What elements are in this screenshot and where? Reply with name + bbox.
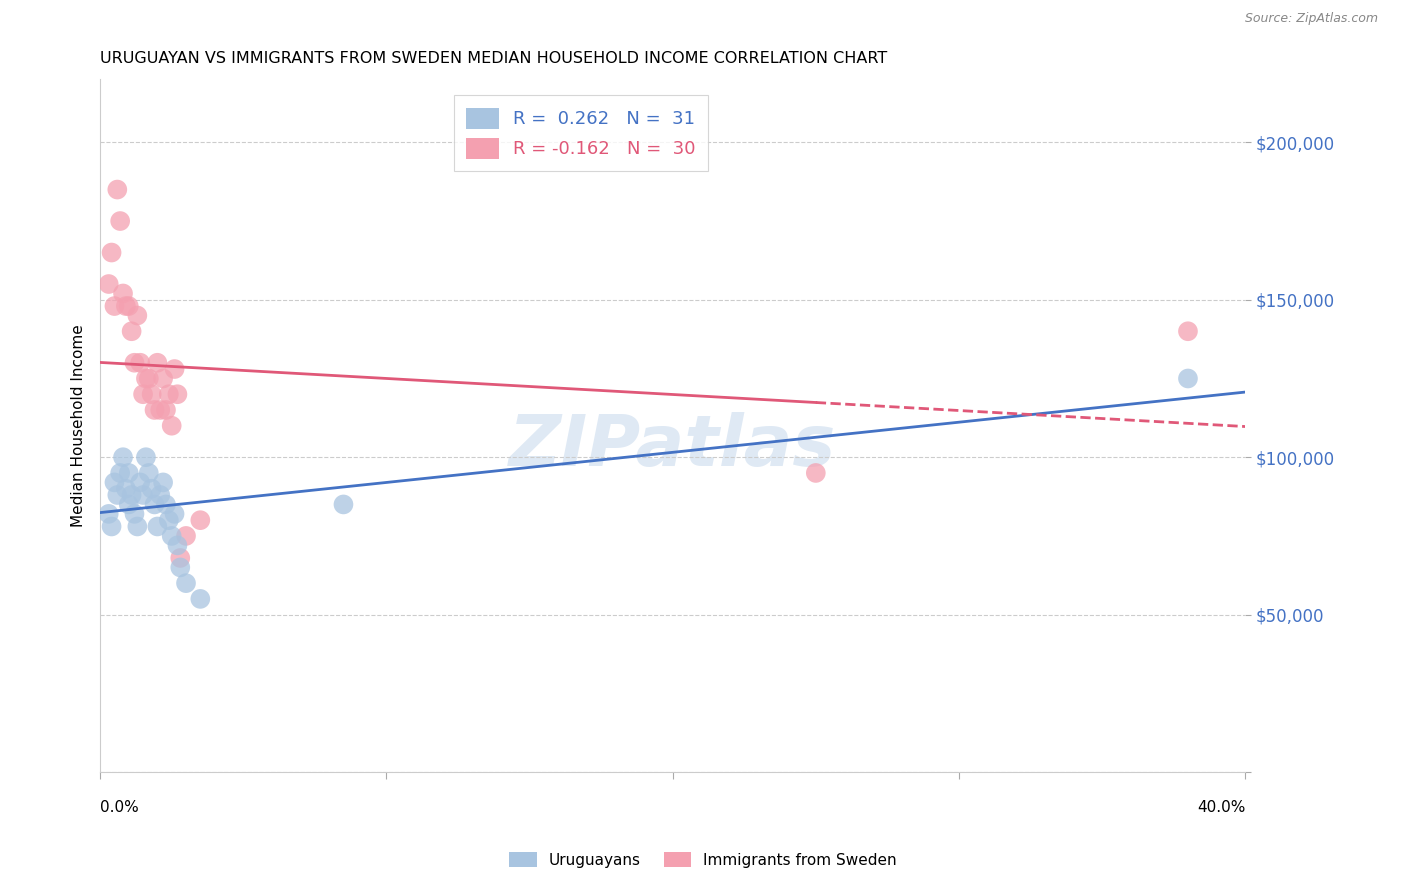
Point <box>157 513 180 527</box>
Point <box>108 466 131 480</box>
Point <box>112 450 135 465</box>
Point <box>103 299 125 313</box>
Point <box>105 488 128 502</box>
Point <box>1177 371 1199 385</box>
Point <box>332 498 354 512</box>
Point <box>141 387 163 401</box>
Point <box>103 475 125 490</box>
Point <box>163 507 186 521</box>
Point <box>138 371 160 385</box>
Point <box>155 403 177 417</box>
Point <box>804 466 827 480</box>
Point <box>100 519 122 533</box>
Point <box>118 466 141 480</box>
Point <box>127 519 149 533</box>
Point <box>188 591 211 606</box>
Point <box>97 277 120 291</box>
Point <box>129 356 152 370</box>
Point <box>188 513 211 527</box>
Point <box>149 403 172 417</box>
Text: URUGUAYAN VS IMMIGRANTS FROM SWEDEN MEDIAN HOUSEHOLD INCOME CORRELATION CHART: URUGUAYAN VS IMMIGRANTS FROM SWEDEN MEDI… <box>100 51 887 66</box>
Point <box>132 387 155 401</box>
Point <box>108 214 131 228</box>
Text: ZIPatlas: ZIPatlas <box>509 412 837 481</box>
Point <box>135 450 157 465</box>
Y-axis label: Median Household Income: Median Household Income <box>72 325 86 527</box>
Point <box>152 371 174 385</box>
Point <box>97 507 120 521</box>
Point <box>118 299 141 313</box>
Point <box>105 183 128 197</box>
Point <box>121 324 143 338</box>
Point <box>169 551 191 566</box>
Text: 0.0%: 0.0% <box>100 800 139 814</box>
Point <box>166 538 188 552</box>
Point <box>138 466 160 480</box>
Point <box>124 356 146 370</box>
Legend: R =  0.262   N =  31, R = -0.162   N =  30: R = 0.262 N = 31, R = -0.162 N = 30 <box>454 95 709 171</box>
Point <box>115 482 138 496</box>
Point <box>143 403 166 417</box>
Point <box>127 309 149 323</box>
Point <box>115 299 138 313</box>
Point <box>124 507 146 521</box>
Point <box>152 475 174 490</box>
Point <box>132 488 155 502</box>
Point <box>160 418 183 433</box>
Legend: Uruguayans, Immigrants from Sweden: Uruguayans, Immigrants from Sweden <box>502 844 904 875</box>
Text: 40.0%: 40.0% <box>1197 800 1246 814</box>
Point <box>166 387 188 401</box>
Text: Source: ZipAtlas.com: Source: ZipAtlas.com <box>1244 12 1378 25</box>
Point <box>146 519 169 533</box>
Point <box>1177 324 1199 338</box>
Point <box>146 356 169 370</box>
Point <box>149 488 172 502</box>
Point <box>160 529 183 543</box>
Point <box>135 371 157 385</box>
Point <box>163 362 186 376</box>
Point <box>129 475 152 490</box>
Point <box>155 498 177 512</box>
Point <box>143 498 166 512</box>
Point <box>121 488 143 502</box>
Point <box>112 286 135 301</box>
Point <box>174 529 197 543</box>
Point <box>141 482 163 496</box>
Point <box>100 245 122 260</box>
Point <box>157 387 180 401</box>
Point <box>174 576 197 591</box>
Point <box>169 560 191 574</box>
Point <box>118 498 141 512</box>
